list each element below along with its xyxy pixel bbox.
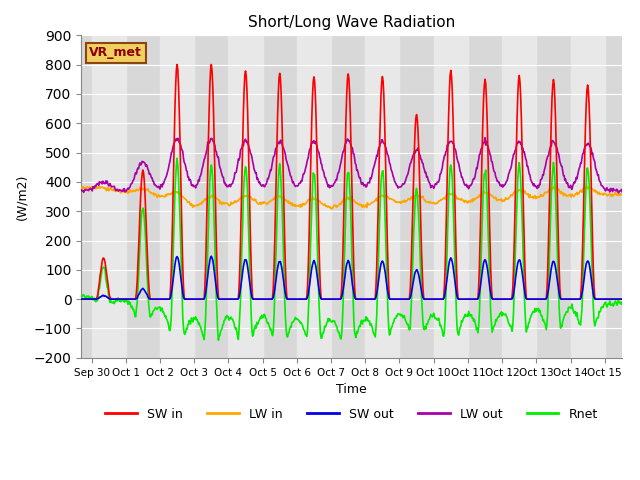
SW out (593, 296, 601, 302)
Bar (434, 36, 468, 358)
Rnet (308, 183, 316, 189)
Text: VR_met: VR_met (90, 46, 142, 60)
Bar (297, 36, 331, 358)
SW in (563, 296, 570, 302)
Rnet (198, 327, 205, 333)
SW out (196, 296, 204, 302)
LW out (563, 180, 570, 185)
LW out (70, 189, 78, 195)
LW in (563, 192, 570, 198)
SW in (173, 61, 181, 67)
Y-axis label: (W/m2): (W/m2) (15, 173, 28, 220)
SW out (70, 296, 78, 302)
Rnet (70, 293, 78, 299)
Rnet (339, 318, 346, 324)
LW in (70, 186, 78, 192)
Rnet (214, 337, 222, 343)
LW out (614, 190, 622, 196)
SW in (434, 296, 442, 302)
LW out (307, 141, 315, 147)
LW in (594, 191, 602, 197)
LW in (583, 183, 591, 189)
SW in (198, 296, 205, 302)
Line: SW in: SW in (74, 64, 625, 299)
Line: LW in: LW in (74, 186, 625, 209)
SW in (70, 296, 78, 302)
SW in (593, 296, 601, 302)
SW out (434, 296, 442, 302)
Line: Rnet: Rnet (74, 158, 625, 340)
LW out (196, 173, 204, 179)
Bar (160, 36, 194, 358)
LW in (307, 198, 315, 204)
Bar (92, 36, 125, 358)
Line: LW out: LW out (74, 138, 625, 193)
Rnet (594, 315, 602, 321)
Bar (570, 36, 605, 358)
SW in (308, 115, 316, 121)
SW in (338, 285, 346, 290)
Bar (228, 36, 262, 358)
X-axis label: Time: Time (336, 383, 367, 396)
LW out (337, 159, 345, 165)
LW in (434, 200, 442, 205)
SW out (207, 253, 215, 259)
LW in (327, 206, 335, 212)
Rnet (621, 302, 628, 308)
LW in (621, 192, 628, 198)
Bar (365, 36, 399, 358)
Line: SW out: SW out (74, 256, 625, 299)
LW out (593, 169, 601, 175)
Rnet (435, 315, 442, 321)
SW out (563, 296, 570, 302)
Title: Short/Long Wave Radiation: Short/Long Wave Radiation (248, 15, 455, 30)
Legend: SW in, LW in, SW out, LW out, Rnet: SW in, LW in, SW out, LW out, Rnet (100, 403, 603, 426)
LW out (433, 179, 441, 185)
LW out (481, 135, 489, 141)
LW in (338, 198, 346, 204)
Bar (502, 36, 536, 358)
LW in (196, 200, 204, 206)
SW out (621, 296, 628, 302)
SW in (621, 296, 628, 302)
Rnet (563, 309, 571, 315)
SW out (338, 294, 346, 300)
SW out (308, 265, 316, 271)
Rnet (173, 156, 181, 161)
LW out (621, 187, 628, 192)
